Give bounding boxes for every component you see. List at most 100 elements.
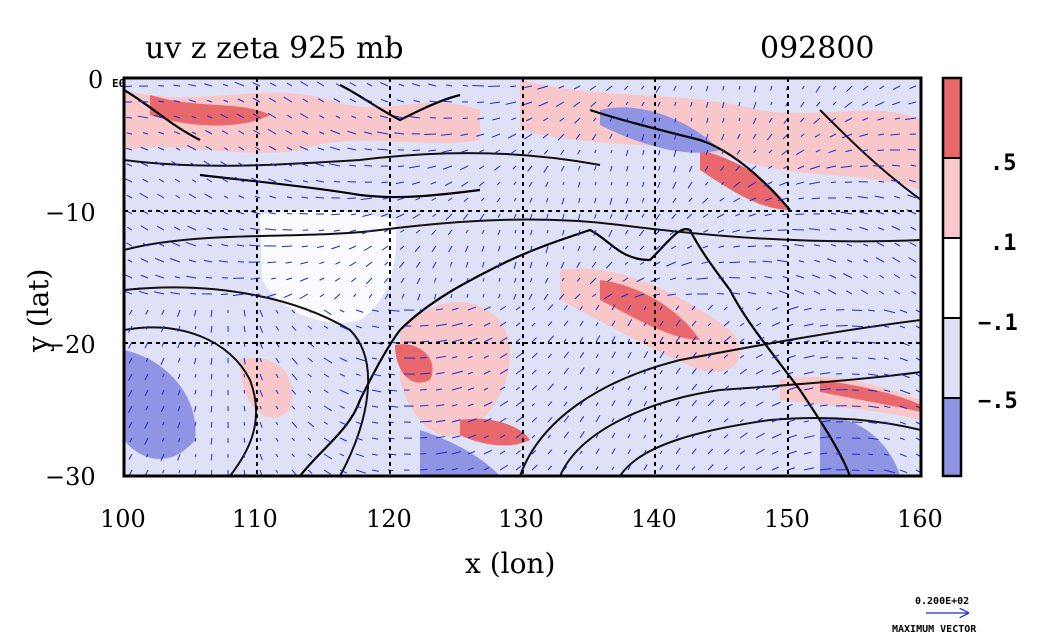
- wind-vector: [641, 197, 645, 203]
- wind-vector: [899, 405, 908, 410]
- wind-vector: [412, 82, 421, 87]
- wind-vector: [160, 405, 165, 412]
- wind-vector: [735, 165, 741, 172]
- wind-vector: [483, 322, 491, 327]
- wind-vector: [819, 467, 832, 471]
- wind-vector: [787, 323, 794, 327]
- wind-vector: [188, 259, 197, 263]
- wind-vector: [827, 289, 837, 295]
- wind-vector: [688, 197, 693, 202]
- height-contour: [619, 417, 921, 476]
- wind-vector: [232, 293, 245, 297]
- wind-vector: [643, 385, 647, 391]
- wind-vector: [194, 373, 197, 378]
- wind-vector: [158, 178, 165, 183]
- wind-vector: [826, 258, 837, 263]
- wind-vector: [814, 259, 821, 263]
- wind-vector: [659, 434, 663, 439]
- wind-vector: [377, 131, 389, 135]
- wind-vector: [191, 115, 197, 119]
- wind-vector: [384, 261, 389, 266]
- wind-vector: [659, 402, 663, 407]
- wind-vector: [657, 181, 661, 188]
- wind-vector: [435, 339, 448, 343]
- wind-vector: [755, 336, 765, 343]
- wind-vector: [803, 451, 812, 455]
- wind-vector: [718, 245, 725, 248]
- wind-vector: [275, 357, 280, 364]
- wind-vector: [737, 133, 741, 140]
- wind-vector: [515, 432, 523, 439]
- wind-vector: [625, 101, 629, 106]
- wind-vector: [515, 465, 522, 471]
- wind-vector: [688, 165, 693, 173]
- wind-vector: [811, 197, 821, 200]
- wind-vector: [299, 293, 309, 300]
- wind-vector: [128, 325, 133, 333]
- wind-vector: [899, 469, 908, 474]
- wind-vector: [845, 149, 853, 153]
- wind-vector: [478, 165, 485, 170]
- wind-vector: [529, 277, 533, 283]
- wind-vector: [236, 244, 245, 247]
- wind-vector: [867, 309, 875, 312]
- vorticity-strong-positive-region: [395, 344, 433, 383]
- wind-vector: [643, 434, 647, 439]
- wind-vector: [706, 117, 709, 124]
- wind-vector: [451, 419, 461, 423]
- wind-vector: [254, 195, 261, 199]
- wind-vector: [283, 293, 293, 298]
- wind-vector: [803, 435, 815, 439]
- wind-vector: [126, 242, 133, 247]
- wind-vector: [300, 261, 309, 265]
- wind-vector: [753, 149, 757, 154]
- wind-vector: [267, 112, 277, 119]
- wind-vector: [429, 100, 437, 103]
- wind-vector: [739, 432, 748, 439]
- wind-vector: [514, 229, 517, 234]
- wind-vector: [333, 180, 341, 183]
- wind-vector: [899, 357, 908, 362]
- wind-vector: [400, 229, 405, 233]
- wind-vector: [528, 181, 533, 188]
- height-contour: [519, 319, 921, 476]
- x-tick-label-110: 110: [232, 505, 278, 533]
- colorbar-label-0: .5: [990, 151, 1017, 176]
- wind-vector: [574, 117, 581, 124]
- wind-vector: [739, 307, 744, 311]
- wind-vector: [809, 181, 821, 185]
- wind-vector: [846, 243, 853, 247]
- wind-vector: [739, 419, 744, 423]
- wind-vector: [275, 453, 279, 458]
- wind-vector: [593, 245, 597, 251]
- wind-vector: [729, 276, 741, 279]
- wind-vector: [675, 416, 681, 423]
- wind-vector: [626, 165, 629, 172]
- wind-vector: [173, 131, 181, 135]
- wind-vector: [798, 260, 805, 263]
- wind-vector: [466, 293, 469, 298]
- wind-vector: [236, 113, 245, 119]
- wind-vector: [764, 197, 773, 201]
- wind-vector: [307, 309, 312, 313]
- wind-vector: [513, 197, 517, 202]
- wind-vector: [268, 145, 277, 151]
- wind-vector: [867, 389, 878, 392]
- wind-vector: [655, 213, 661, 221]
- wind-vector: [364, 131, 373, 135]
- wind-vector: [691, 400, 697, 407]
- wind-vector: [355, 453, 365, 458]
- wind-vector: [811, 274, 821, 279]
- wind-vector: [126, 116, 133, 119]
- wind-vector: [187, 225, 197, 231]
- wind-vector: [643, 322, 647, 327]
- wind-vector: [803, 323, 814, 327]
- wind-vector: [781, 149, 789, 156]
- wind-vector: [178, 469, 181, 474]
- wind-vector: [531, 306, 536, 311]
- wind-vector: [250, 277, 261, 280]
- wind-vector: [675, 319, 681, 327]
- wind-vector: [243, 453, 246, 458]
- wind-vector: [771, 401, 781, 407]
- wind-vector: [483, 449, 493, 455]
